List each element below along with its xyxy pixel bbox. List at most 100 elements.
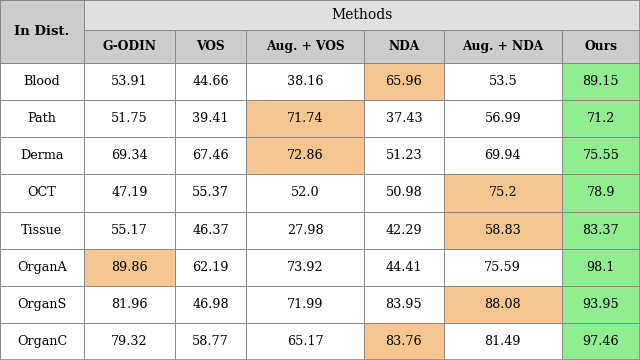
- Text: 97.46: 97.46: [582, 335, 620, 348]
- Bar: [0, 100, 84, 137]
- Bar: [175, 323, 246, 360]
- Bar: [175, 137, 246, 174]
- Bar: [84, 0, 640, 30]
- Bar: [175, 212, 246, 249]
- Text: 89.86: 89.86: [111, 261, 148, 274]
- Text: 78.9: 78.9: [587, 186, 615, 199]
- Text: OCT: OCT: [28, 186, 56, 199]
- Text: 44.41: 44.41: [386, 261, 422, 274]
- Bar: [175, 286, 246, 323]
- Text: 89.15: 89.15: [582, 75, 620, 88]
- Text: 51.23: 51.23: [385, 149, 422, 162]
- Text: Derma: Derma: [20, 149, 64, 162]
- Bar: [444, 137, 562, 174]
- Bar: [0, 137, 84, 174]
- Text: 50.98: 50.98: [385, 186, 422, 199]
- Text: Aug. + NDA: Aug. + NDA: [462, 40, 543, 53]
- Bar: [562, 30, 640, 63]
- Text: 93.95: 93.95: [582, 298, 620, 311]
- Bar: [0, 212, 84, 249]
- Text: 46.98: 46.98: [192, 298, 229, 311]
- Text: 39.41: 39.41: [192, 112, 228, 125]
- Bar: [84, 100, 175, 137]
- Text: 75.59: 75.59: [484, 261, 521, 274]
- Bar: [444, 286, 562, 323]
- Text: 71.99: 71.99: [287, 298, 323, 311]
- Bar: [562, 323, 640, 360]
- Text: 58.83: 58.83: [484, 224, 521, 237]
- Bar: [0, 323, 84, 360]
- Text: In Dist.: In Dist.: [14, 25, 70, 38]
- Bar: [364, 137, 444, 174]
- Text: 65.17: 65.17: [287, 335, 323, 348]
- Bar: [364, 212, 444, 249]
- Bar: [175, 63, 246, 100]
- Bar: [444, 323, 562, 360]
- Text: 44.66: 44.66: [192, 75, 229, 88]
- Text: VOS: VOS: [196, 40, 225, 53]
- Text: 75.2: 75.2: [488, 186, 517, 199]
- Bar: [84, 174, 175, 212]
- Text: 69.34: 69.34: [111, 149, 148, 162]
- Bar: [246, 286, 364, 323]
- Text: 47.19: 47.19: [111, 186, 148, 199]
- Bar: [246, 63, 364, 100]
- Bar: [84, 323, 175, 360]
- Bar: [364, 30, 444, 63]
- Text: 83.37: 83.37: [582, 224, 620, 237]
- Text: 55.17: 55.17: [111, 224, 148, 237]
- Bar: [84, 286, 175, 323]
- Text: Path: Path: [28, 112, 56, 125]
- Bar: [0, 174, 84, 212]
- Bar: [84, 63, 175, 100]
- Bar: [562, 63, 640, 100]
- Text: 27.98: 27.98: [287, 224, 323, 237]
- Text: 75.55: 75.55: [582, 149, 620, 162]
- Bar: [562, 249, 640, 286]
- Text: 83.95: 83.95: [385, 298, 422, 311]
- Text: 81.49: 81.49: [484, 335, 521, 348]
- Text: 98.1: 98.1: [587, 261, 615, 274]
- Text: 62.19: 62.19: [192, 261, 228, 274]
- Text: 67.46: 67.46: [192, 149, 229, 162]
- Text: 38.16: 38.16: [287, 75, 323, 88]
- Bar: [364, 63, 444, 100]
- Text: 72.86: 72.86: [287, 149, 323, 162]
- Bar: [0, 0, 84, 63]
- Bar: [84, 212, 175, 249]
- Bar: [175, 174, 246, 212]
- Bar: [246, 212, 364, 249]
- Text: OrganC: OrganC: [17, 335, 67, 348]
- Text: OrganS: OrganS: [17, 298, 67, 311]
- Bar: [562, 174, 640, 212]
- Text: Ours: Ours: [584, 40, 618, 53]
- Bar: [246, 323, 364, 360]
- Bar: [364, 286, 444, 323]
- Bar: [0, 249, 84, 286]
- Text: 65.96: 65.96: [385, 75, 422, 88]
- Bar: [364, 249, 444, 286]
- Text: Tissue: Tissue: [21, 224, 63, 237]
- Text: 71.74: 71.74: [287, 112, 323, 125]
- Text: Aug. + VOS: Aug. + VOS: [266, 40, 344, 53]
- Bar: [444, 63, 562, 100]
- Bar: [562, 212, 640, 249]
- Text: 69.94: 69.94: [484, 149, 521, 162]
- Text: 73.92: 73.92: [287, 261, 323, 274]
- Bar: [444, 212, 562, 249]
- Bar: [246, 249, 364, 286]
- Bar: [84, 249, 175, 286]
- Bar: [84, 30, 175, 63]
- Text: 53.5: 53.5: [488, 75, 517, 88]
- Bar: [364, 174, 444, 212]
- Bar: [84, 137, 175, 174]
- Text: 42.29: 42.29: [385, 224, 422, 237]
- Bar: [246, 174, 364, 212]
- Text: 51.75: 51.75: [111, 112, 148, 125]
- Text: 46.37: 46.37: [192, 224, 229, 237]
- Bar: [444, 100, 562, 137]
- Text: OrganA: OrganA: [17, 261, 67, 274]
- Text: 83.76: 83.76: [385, 335, 422, 348]
- Text: NDA: NDA: [388, 40, 420, 53]
- Bar: [444, 249, 562, 286]
